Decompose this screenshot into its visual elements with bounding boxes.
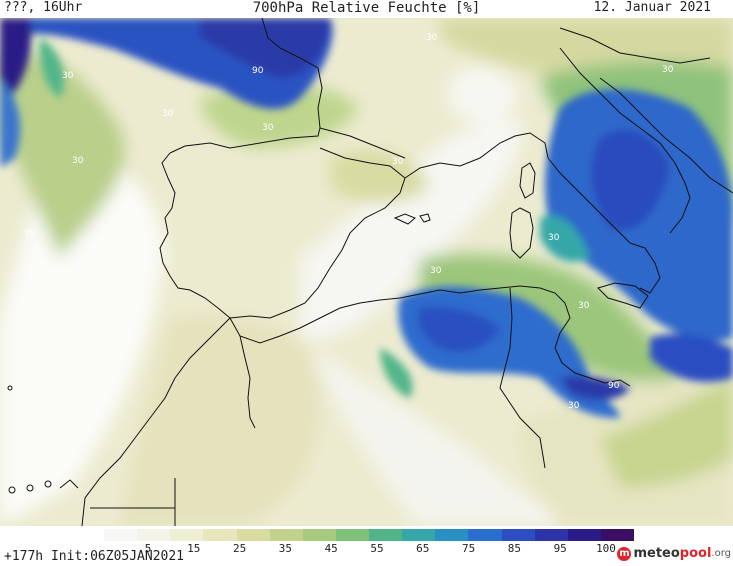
contour-label: 30: [62, 71, 74, 81]
colorbar-segment: [170, 529, 204, 541]
logo-icon: m: [617, 546, 632, 561]
contour-label: 30: [392, 157, 404, 167]
contour-label: 30: [568, 401, 580, 411]
colorbar-segment: [534, 529, 568, 541]
colorbar-tick-label: 65: [416, 542, 430, 555]
logo-brand: meteo: [633, 546, 680, 561]
logo-tld: .org: [711, 548, 731, 559]
contour-label: 30: [578, 301, 590, 311]
contour-label: 30: [24, 229, 36, 239]
map-title: 700hPa Relative Feuchte [%]: [252, 0, 481, 16]
forecast-date-label: 12. Januar 2021: [593, 0, 711, 15]
colorbar-tick-label: 15: [187, 542, 201, 555]
colorbar-tick-label: 45: [324, 542, 338, 555]
contour-label: 30: [662, 65, 674, 75]
colorbar-segment: [302, 529, 336, 541]
colorbar-segment: [236, 529, 270, 541]
colorbar-tick-label: 95: [553, 542, 567, 555]
meteopool-logo[interactable]: m meteo pool .org: [617, 546, 731, 561]
colorbar-segment: [468, 529, 502, 541]
contour-label: 30: [162, 109, 174, 119]
colorbar-tick-label: 35: [278, 542, 293, 555]
colorbar-segment: [402, 529, 436, 541]
run-info: +177h Init:06Z05JAN2021: [4, 549, 185, 564]
forecast-time-label: ???, 16Uhr: [4, 0, 83, 15]
contour-label: 30: [548, 233, 560, 243]
colorbar-tick-label: 55: [370, 542, 384, 555]
contour-label: 90: [608, 381, 620, 391]
colorbar-segment: [501, 529, 535, 541]
colorbar-segment: [104, 529, 138, 541]
contour-label: 30: [426, 33, 438, 43]
colorbar-segment: [435, 529, 469, 541]
colorbar-tick-label: 100: [596, 542, 616, 555]
humidity-map: 30 30 90 30 30 30 30 30 30 30 30 30 90 3…: [0, 18, 733, 526]
colorbar-tick-label: 75: [461, 542, 476, 555]
colorbar-tick-label: 5: [144, 542, 152, 555]
colorbar-segment: [369, 529, 403, 541]
colorbar-segment: [600, 529, 634, 541]
colorbar-segment: [137, 529, 171, 541]
contour-label: 30: [262, 123, 274, 133]
colorbar-segment: [269, 529, 303, 541]
colorbar-segment: [335, 529, 369, 541]
colorbar: [104, 529, 634, 541]
colorbar-tick-label: 25: [232, 542, 247, 555]
contour-label: 30: [430, 266, 442, 276]
contour-label: 30: [72, 156, 84, 166]
contour-label: 90: [252, 66, 264, 76]
colorbar-segment: [203, 529, 237, 541]
logo-accent: pool: [679, 546, 712, 561]
colorbar-tick-label: 85: [507, 542, 522, 555]
colorbar-segment: [567, 529, 601, 541]
